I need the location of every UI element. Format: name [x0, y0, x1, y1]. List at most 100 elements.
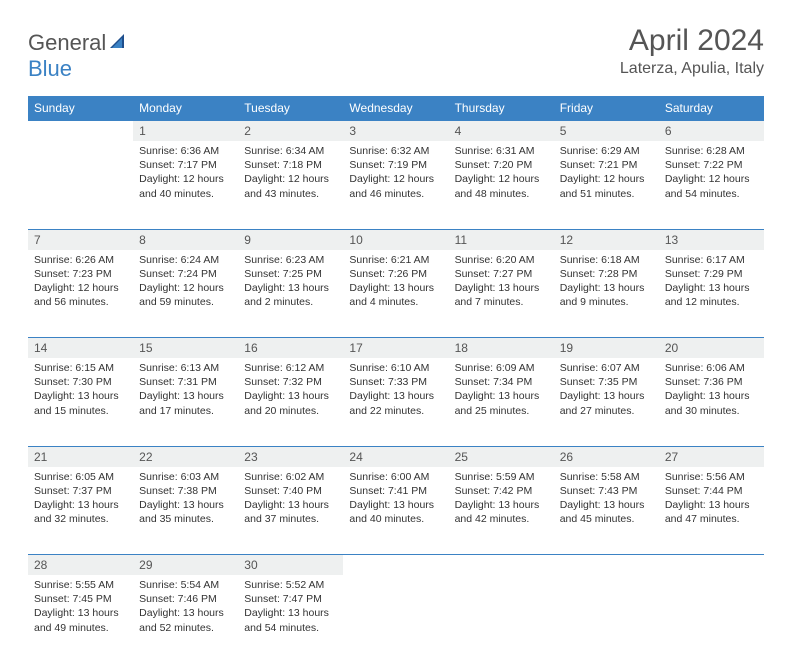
calendar-cell	[659, 575, 764, 663]
daylight-text: Daylight: 13 hours and 22 minutes.	[349, 389, 442, 417]
page-title: April 2024	[620, 24, 764, 58]
day-number: 5	[554, 121, 659, 141]
daylight-text: Daylight: 13 hours and 32 minutes.	[34, 498, 127, 526]
cell-text: Sunrise: 6:24 AMSunset: 7:24 PMDaylight:…	[133, 250, 238, 316]
calendar-cell: Sunrise: 6:03 AMSunset: 7:38 PMDaylight:…	[133, 467, 238, 555]
day-number: 21	[28, 447, 133, 467]
calendar-cell: Sunrise: 6:24 AMSunset: 7:24 PMDaylight:…	[133, 250, 238, 338]
calendar-cell: Sunrise: 6:07 AMSunset: 7:35 PMDaylight:…	[554, 358, 659, 446]
day-number: 4	[449, 121, 554, 141]
calendar-cell: Sunrise: 6:06 AMSunset: 7:36 PMDaylight:…	[659, 358, 764, 446]
day-number: 20	[659, 338, 764, 358]
calendar-cell: Sunrise: 6:09 AMSunset: 7:34 PMDaylight:…	[449, 358, 554, 446]
sunrise-text: Sunrise: 6:00 AM	[349, 470, 442, 484]
cell-text: Sunrise: 6:05 AMSunset: 7:37 PMDaylight:…	[28, 467, 133, 533]
day-number: 30	[238, 555, 343, 575]
cell-text: Sunrise: 5:56 AMSunset: 7:44 PMDaylight:…	[659, 467, 764, 533]
daylight-text: Daylight: 12 hours and 54 minutes.	[665, 172, 758, 200]
sunset-text: Sunset: 7:41 PM	[349, 484, 442, 498]
daylight-text: Daylight: 12 hours and 51 minutes.	[560, 172, 653, 200]
cell-text: Sunrise: 6:17 AMSunset: 7:29 PMDaylight:…	[659, 250, 764, 316]
sunrise-text: Sunrise: 5:59 AM	[455, 470, 548, 484]
day-number: 10	[343, 230, 448, 250]
sunrise-text: Sunrise: 6:34 AM	[244, 144, 337, 158]
daylight-text: Daylight: 13 hours and 37 minutes.	[244, 498, 337, 526]
daylight-text: Daylight: 13 hours and 54 minutes.	[244, 606, 337, 634]
sunset-text: Sunset: 7:35 PM	[560, 375, 653, 389]
sunset-text: Sunset: 7:37 PM	[34, 484, 127, 498]
calendar-cell: Sunrise: 5:54 AMSunset: 7:46 PMDaylight:…	[133, 575, 238, 663]
header: General Blue April 2024 Laterza, Apulia,…	[28, 24, 764, 82]
title-block: April 2024 Laterza, Apulia, Italy	[620, 24, 764, 78]
sunset-text: Sunset: 7:19 PM	[349, 158, 442, 172]
calendar-cell: Sunrise: 6:21 AMSunset: 7:26 PMDaylight:…	[343, 250, 448, 338]
cell-text: Sunrise: 5:52 AMSunset: 7:47 PMDaylight:…	[238, 575, 343, 641]
sunset-text: Sunset: 7:46 PM	[139, 592, 232, 606]
weekday-header: Saturday	[659, 96, 764, 121]
sunrise-text: Sunrise: 6:02 AM	[244, 470, 337, 484]
daylight-text: Daylight: 13 hours and 12 minutes.	[665, 281, 758, 309]
daylight-text: Daylight: 13 hours and 25 minutes.	[455, 389, 548, 417]
cell-text: Sunrise: 6:09 AMSunset: 7:34 PMDaylight:…	[449, 358, 554, 424]
day-number	[28, 121, 133, 141]
sunset-text: Sunset: 7:43 PM	[560, 484, 653, 498]
day-number: 16	[238, 338, 343, 358]
calendar-cell: Sunrise: 6:00 AMSunset: 7:41 PMDaylight:…	[343, 467, 448, 555]
cell-text: Sunrise: 6:21 AMSunset: 7:26 PMDaylight:…	[343, 250, 448, 316]
calendar-table: SundayMondayTuesdayWednesdayThursdayFrid…	[28, 96, 764, 663]
cell-text: Sunrise: 6:15 AMSunset: 7:30 PMDaylight:…	[28, 358, 133, 424]
calendar-cell: Sunrise: 5:56 AMSunset: 7:44 PMDaylight:…	[659, 467, 764, 555]
day-number: 22	[133, 447, 238, 467]
weekday-header: Thursday	[449, 96, 554, 121]
calendar-cell: Sunrise: 6:15 AMSunset: 7:30 PMDaylight:…	[28, 358, 133, 446]
sunrise-text: Sunrise: 5:58 AM	[560, 470, 653, 484]
cell-text: Sunrise: 6:18 AMSunset: 7:28 PMDaylight:…	[554, 250, 659, 316]
day-number: 26	[554, 447, 659, 467]
sunset-text: Sunset: 7:30 PM	[34, 375, 127, 389]
weekday-header: Friday	[554, 96, 659, 121]
sunset-text: Sunset: 7:44 PM	[665, 484, 758, 498]
day-number: 19	[554, 338, 659, 358]
cell-text: Sunrise: 5:58 AMSunset: 7:43 PMDaylight:…	[554, 467, 659, 533]
sunset-text: Sunset: 7:18 PM	[244, 158, 337, 172]
calendar-cell: Sunrise: 6:02 AMSunset: 7:40 PMDaylight:…	[238, 467, 343, 555]
sunrise-text: Sunrise: 6:15 AM	[34, 361, 127, 375]
sunrise-text: Sunrise: 6:09 AM	[455, 361, 548, 375]
daylight-text: Daylight: 13 hours and 52 minutes.	[139, 606, 232, 634]
daylight-text: Daylight: 13 hours and 27 minutes.	[560, 389, 653, 417]
calendar-cell: Sunrise: 6:31 AMSunset: 7:20 PMDaylight:…	[449, 141, 554, 229]
sunset-text: Sunset: 7:22 PM	[665, 158, 758, 172]
daynum-row: 21222324252627	[28, 446, 764, 467]
sunrise-text: Sunrise: 6:18 AM	[560, 253, 653, 267]
cell-text: Sunrise: 5:54 AMSunset: 7:46 PMDaylight:…	[133, 575, 238, 641]
daylight-text: Daylight: 12 hours and 56 minutes.	[34, 281, 127, 309]
sunrise-text: Sunrise: 5:55 AM	[34, 578, 127, 592]
sunrise-text: Sunrise: 6:06 AM	[665, 361, 758, 375]
sunrise-text: Sunrise: 6:07 AM	[560, 361, 653, 375]
day-number: 3	[343, 121, 448, 141]
sunset-text: Sunset: 7:29 PM	[665, 267, 758, 281]
day-number: 9	[238, 230, 343, 250]
cell-text: Sunrise: 6:34 AMSunset: 7:18 PMDaylight:…	[238, 141, 343, 207]
calendar-cell: Sunrise: 5:58 AMSunset: 7:43 PMDaylight:…	[554, 467, 659, 555]
sunrise-text: Sunrise: 6:36 AM	[139, 144, 232, 158]
cell-text: Sunrise: 6:07 AMSunset: 7:35 PMDaylight:…	[554, 358, 659, 424]
sunset-text: Sunset: 7:32 PM	[244, 375, 337, 389]
day-number	[343, 555, 448, 575]
cell-text: Sunrise: 6:00 AMSunset: 7:41 PMDaylight:…	[343, 467, 448, 533]
sunset-text: Sunset: 7:47 PM	[244, 592, 337, 606]
sunrise-text: Sunrise: 6:13 AM	[139, 361, 232, 375]
daylight-text: Daylight: 13 hours and 35 minutes.	[139, 498, 232, 526]
daynum-row: 14151617181920	[28, 338, 764, 359]
calendar-cell: Sunrise: 6:05 AMSunset: 7:37 PMDaylight:…	[28, 467, 133, 555]
daynum-row: 123456	[28, 121, 764, 142]
day-number: 8	[133, 230, 238, 250]
calendar-cell: Sunrise: 6:28 AMSunset: 7:22 PMDaylight:…	[659, 141, 764, 229]
sunset-text: Sunset: 7:23 PM	[34, 267, 127, 281]
day-number: 13	[659, 230, 764, 250]
sunrise-text: Sunrise: 6:12 AM	[244, 361, 337, 375]
daylight-text: Daylight: 12 hours and 43 minutes.	[244, 172, 337, 200]
day-number: 27	[659, 447, 764, 467]
cell-text: Sunrise: 6:36 AMSunset: 7:17 PMDaylight:…	[133, 141, 238, 207]
daynum-row: 282930	[28, 555, 764, 576]
